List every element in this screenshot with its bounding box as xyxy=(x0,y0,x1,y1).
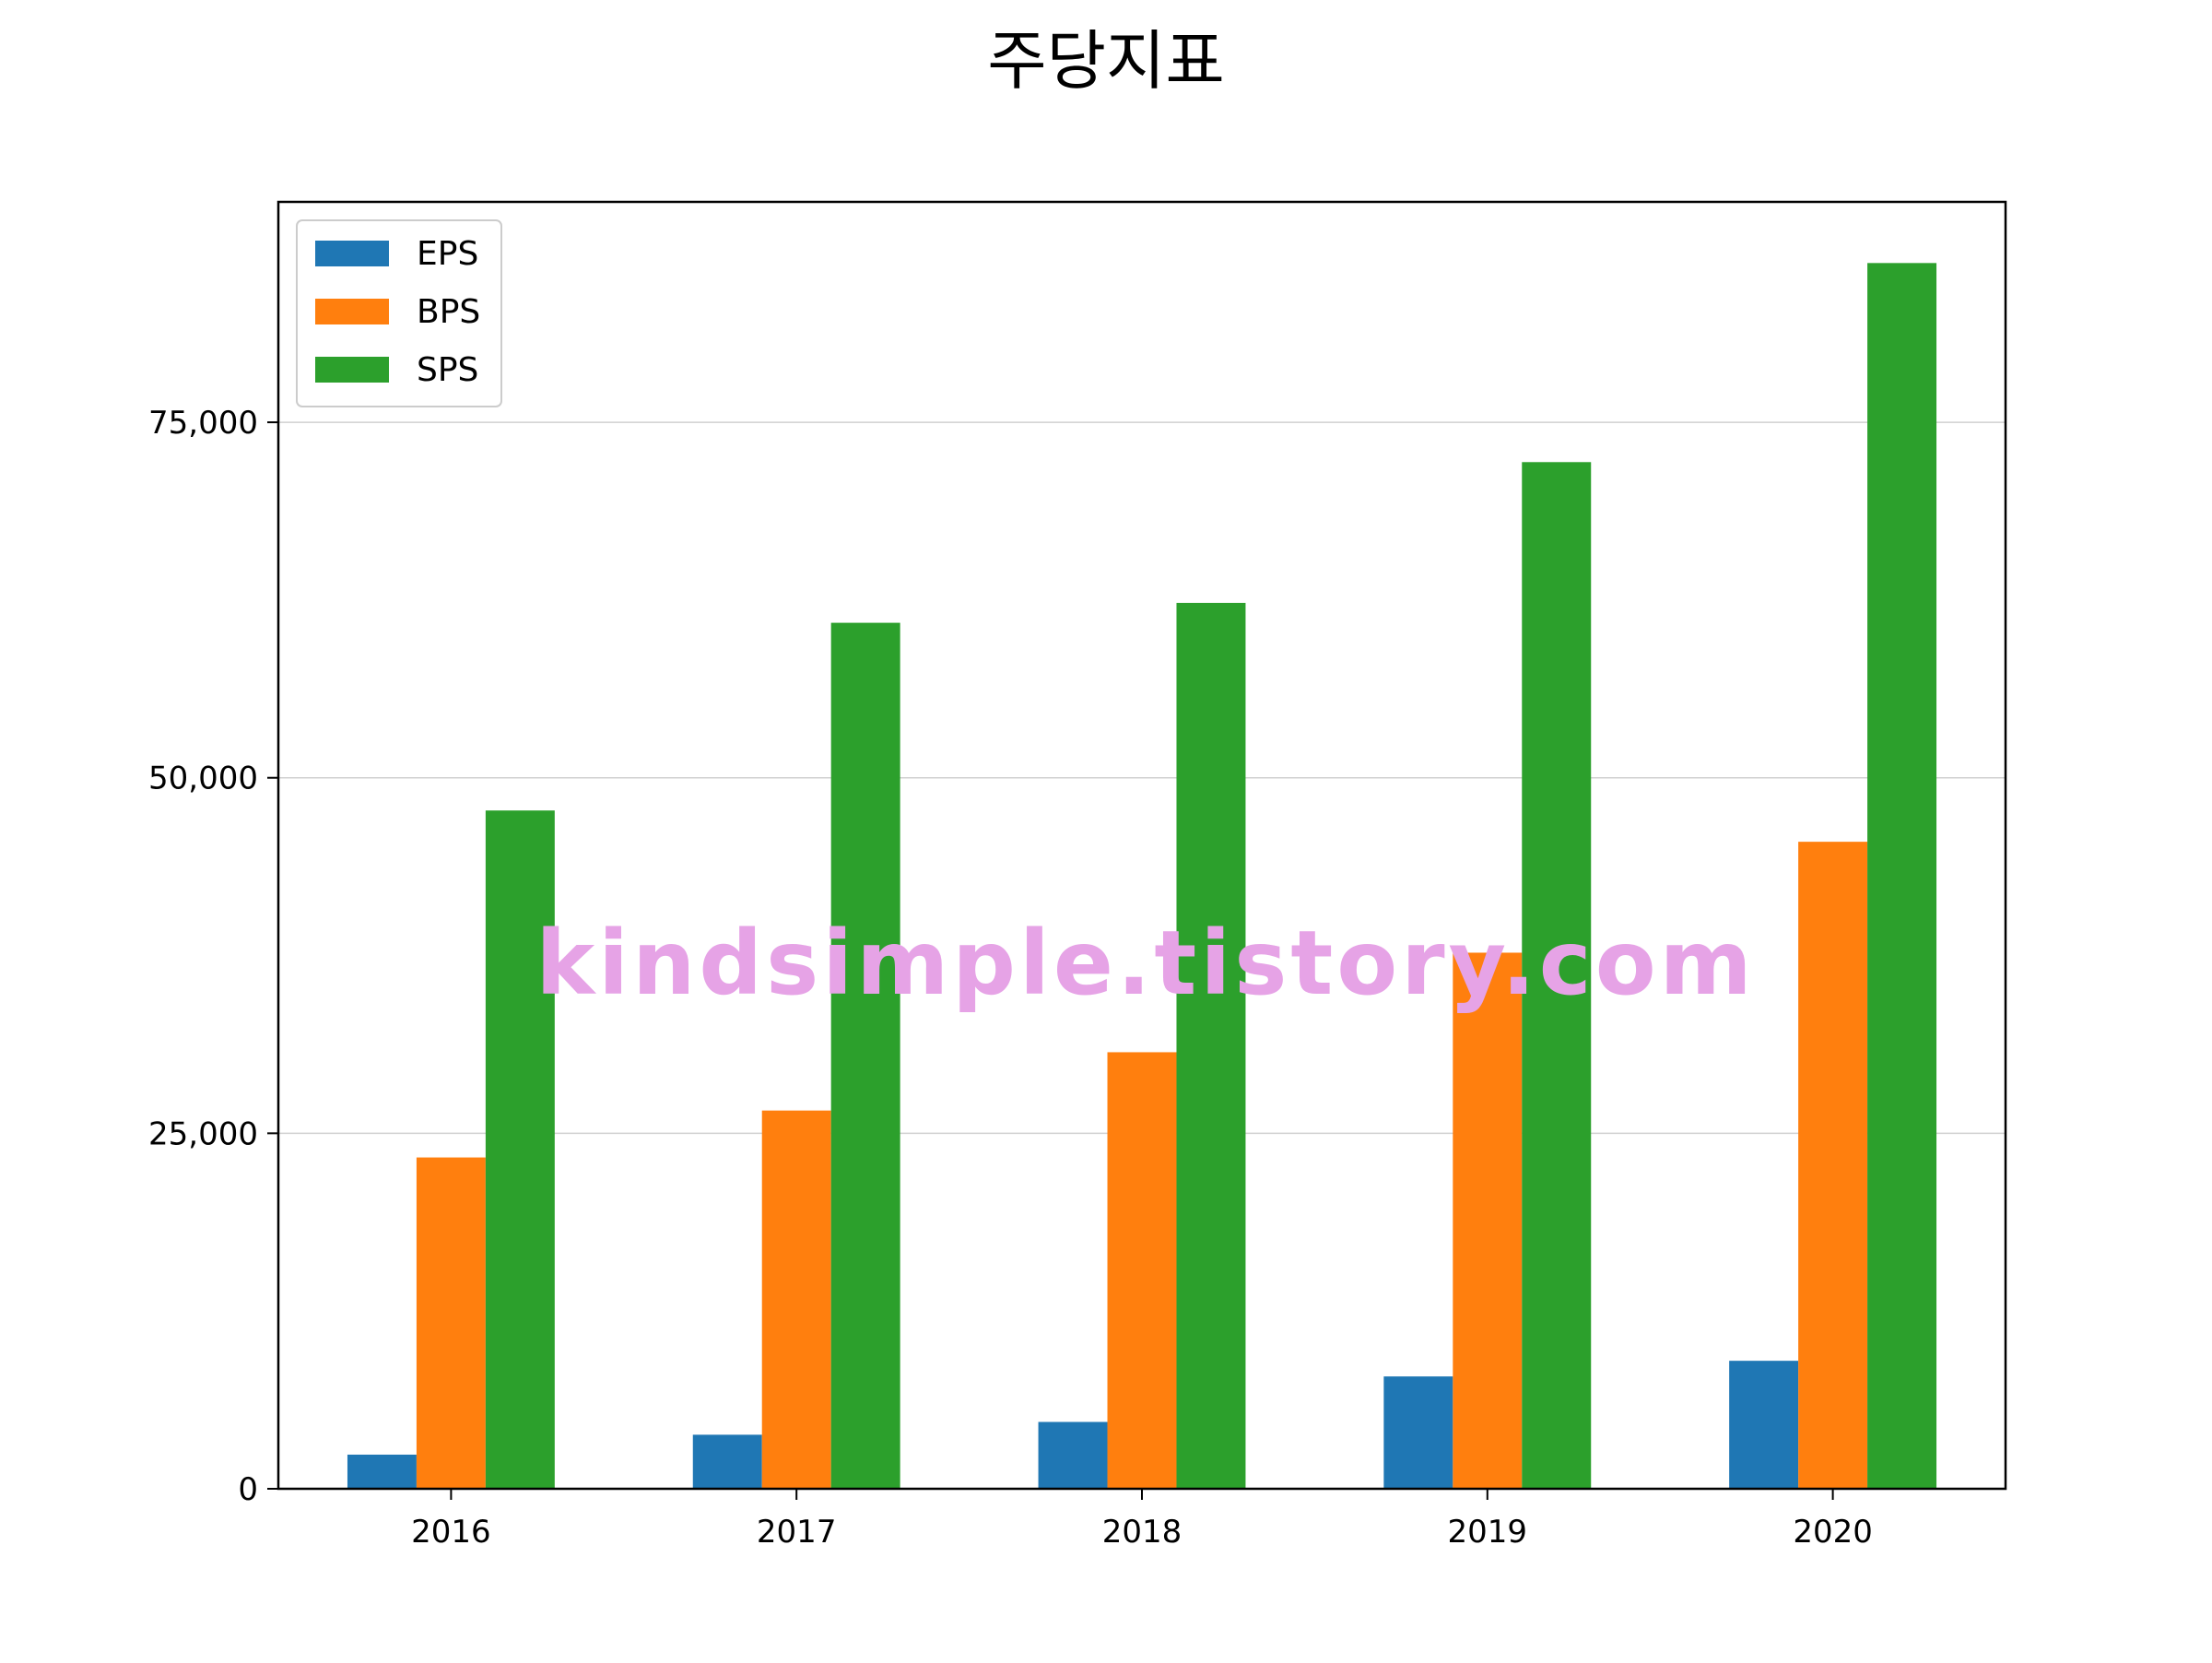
y-tick-label: 25,000 xyxy=(148,1115,258,1152)
x-tick-label: 2019 xyxy=(1448,1514,1528,1551)
x-tick-label: 2016 xyxy=(411,1514,491,1551)
watermark: kindsimple.tistory.com xyxy=(535,912,1755,1015)
bar-sps-2016 xyxy=(485,810,555,1489)
chart-title: 주당지표 xyxy=(987,23,1225,99)
bar-eps-2020 xyxy=(1729,1361,1799,1489)
plot-frame xyxy=(276,200,2007,1491)
x-tick-label: 2017 xyxy=(757,1514,837,1551)
legend-label-sps: SPS xyxy=(417,351,478,389)
bar-bps-2019 xyxy=(1453,952,1523,1489)
legend: EPS BPS SPS xyxy=(296,219,502,407)
bar-bps-2020 xyxy=(1798,842,1868,1489)
legend-swatch-bps xyxy=(315,299,389,324)
axes xyxy=(267,200,2007,1500)
bar-sps-2019 xyxy=(1522,462,1592,1489)
legend-swatch-sps xyxy=(315,357,389,383)
bar-bps-2016 xyxy=(416,1157,486,1489)
bar-eps-2017 xyxy=(692,1434,762,1489)
legend-swatch-eps xyxy=(315,241,389,266)
legend-label-bps: BPS xyxy=(417,293,480,331)
bar-sps-2018 xyxy=(1176,602,1246,1489)
legend-label-eps: EPS xyxy=(417,235,478,273)
bar-bps-2017 xyxy=(761,1110,831,1489)
bar-bps-2018 xyxy=(1107,1052,1177,1489)
y-tick-label: 0 xyxy=(238,1471,258,1508)
tick-labels: 0 25,000 50,000 75,000 2016 2017 2018 2019 2020 xyxy=(148,405,1873,1551)
bar-sps-2017 xyxy=(830,622,900,1489)
y-tick-label: 50,000 xyxy=(148,761,258,797)
y-tick-label: 75,000 xyxy=(148,405,258,442)
bar-eps-2019 xyxy=(1383,1376,1453,1489)
x-tick-label: 2018 xyxy=(1102,1514,1182,1551)
bar-sps-2020 xyxy=(1867,263,1937,1489)
bar-eps-2016 xyxy=(347,1454,417,1489)
watermark-text: kindsimple.tistory.com xyxy=(535,912,1755,1015)
x-tick-label: 2020 xyxy=(1793,1514,1873,1551)
bars xyxy=(347,263,1937,1489)
bar-eps-2018 xyxy=(1038,1421,1108,1489)
